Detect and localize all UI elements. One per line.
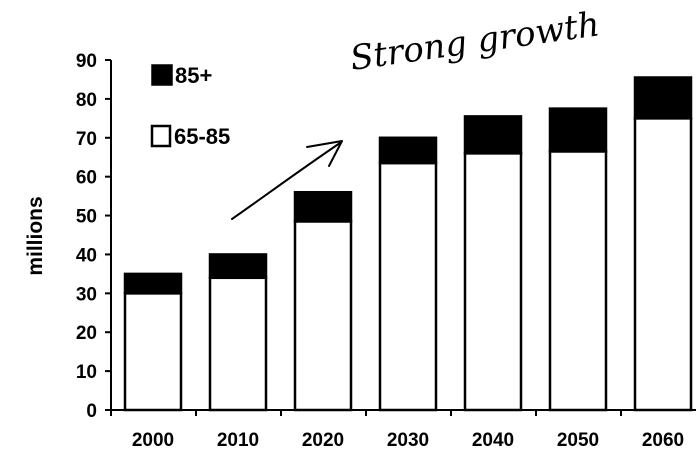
y-tick-label: 10	[76, 362, 97, 383]
y-tick-label: 90	[76, 51, 97, 72]
annotation-text: Strong growth	[348, 4, 602, 79]
x-tick-label: 2020	[302, 430, 344, 451]
bar-segment-85plus	[378, 136, 438, 165]
annotation-arrowhead-icon	[306, 140, 343, 167]
bar-segment-85plus	[548, 107, 608, 153]
x-tick-label: 2010	[217, 430, 259, 451]
legend: 85+ 65-85	[150, 63, 230, 149]
bar-segment-65-85	[463, 152, 523, 412]
annotation-arrow-icon	[231, 142, 341, 220]
x-tick-label: 2060	[642, 430, 684, 451]
bar-segment-65-85	[123, 292, 183, 412]
legend-label-65-85: 65-85	[174, 124, 230, 149]
y-tick-label: 30	[76, 284, 97, 305]
bar-segment-65-85	[633, 117, 693, 412]
x-tick-label: 2030	[387, 430, 429, 451]
y-tick-label: 60	[76, 168, 97, 189]
y-axis-ticks: 0 10 20 30 40 50 60 70 80 90	[76, 51, 111, 422]
bar-segment-85plus	[463, 115, 523, 155]
y-tick-label: 80	[76, 90, 97, 111]
y-tick-label: 20	[76, 323, 97, 344]
bar-segment-85plus	[293, 190, 353, 223]
y-tick-label: 0	[86, 401, 97, 422]
bar-segment-65-85	[293, 220, 353, 412]
y-tick-label: 50	[76, 207, 97, 228]
y-tick-label: 70	[76, 129, 97, 150]
bar-segment-65-85	[208, 276, 268, 412]
x-axis-ticks: 2000 2010 2020 2030 2040 2050 2060	[110, 410, 684, 451]
y-tick-label: 40	[76, 245, 97, 266]
bar-segment-85plus	[208, 253, 268, 280]
bar-segment-85plus	[123, 272, 183, 295]
bar-segment-65-85	[548, 150, 608, 412]
bar-segment-85plus	[633, 76, 693, 120]
bar-group	[123, 76, 693, 412]
legend-swatch-65-85	[150, 124, 172, 148]
y-axis-title: millions	[24, 196, 47, 275]
legend-label-85plus: 85+	[175, 63, 212, 88]
legend-swatch-85plus	[151, 64, 173, 86]
x-tick-label: 2000	[132, 430, 174, 451]
bar-segment-65-85	[378, 161, 438, 412]
x-tick-label: 2040	[472, 430, 514, 451]
x-tick-label: 2050	[557, 430, 599, 451]
